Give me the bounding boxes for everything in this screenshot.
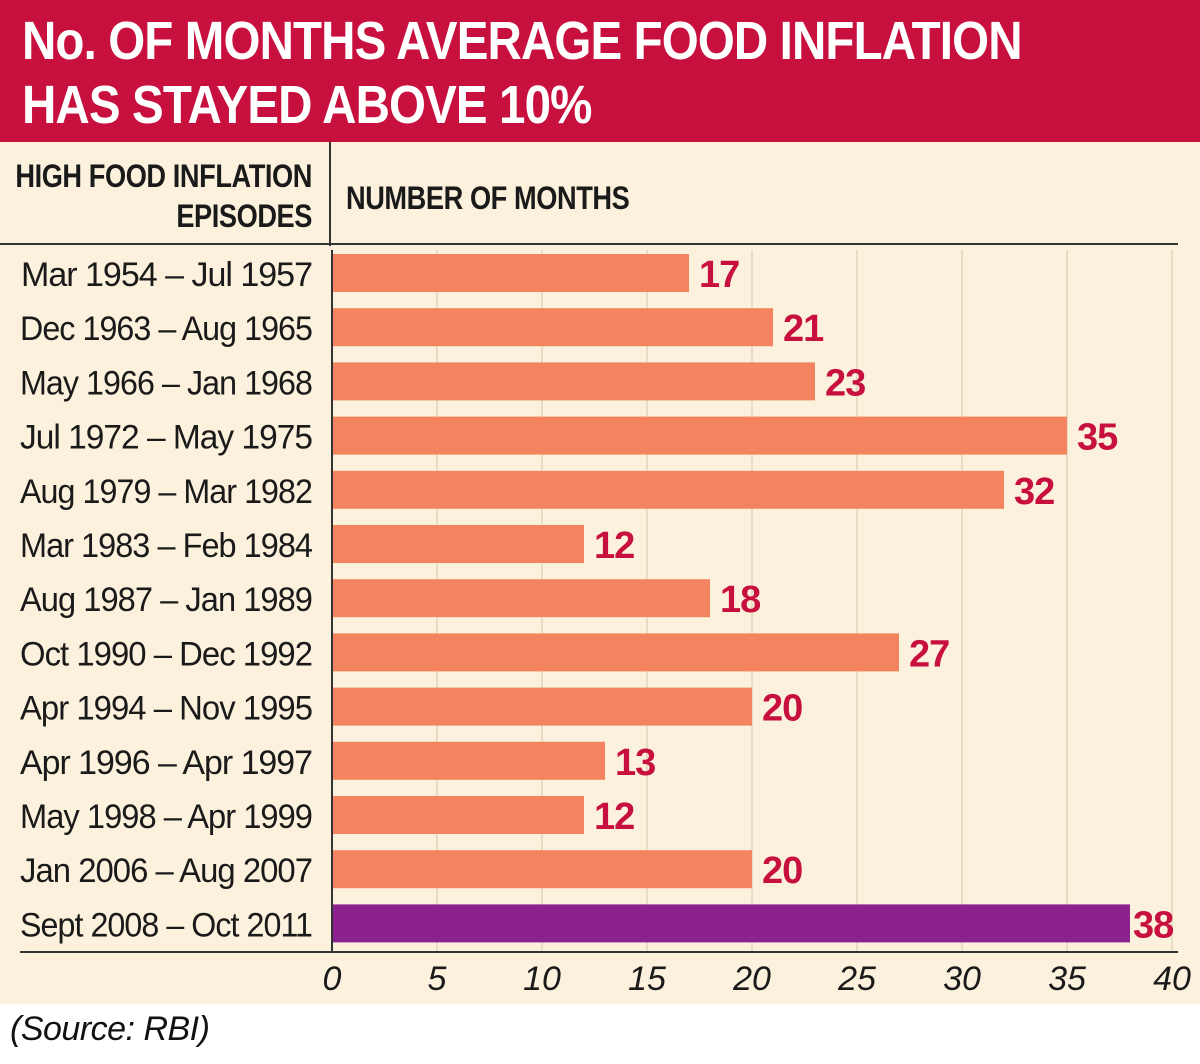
months-column-header: NUMBER OF MONTHS bbox=[346, 180, 630, 216]
category-label: May 1998 – Apr 1999 bbox=[20, 798, 312, 836]
x-tick-label: 30 bbox=[943, 960, 981, 998]
value-label: 38 bbox=[1133, 904, 1173, 946]
bar bbox=[332, 470, 1004, 509]
x-tick-label: 25 bbox=[837, 960, 876, 998]
bar bbox=[332, 796, 584, 834]
value-label: 20 bbox=[762, 688, 802, 730]
category-label: Jul 1972 – May 1975 bbox=[20, 419, 312, 457]
value-label: 23 bbox=[825, 362, 865, 404]
x-tick-label: 15 bbox=[628, 960, 666, 998]
episodes-header-line-1: HIGH FOOD INFLATION bbox=[15, 158, 312, 194]
value-label: 20 bbox=[762, 850, 802, 892]
bar bbox=[332, 254, 689, 292]
category-label: Aug 1979 – Mar 1982 bbox=[20, 473, 312, 511]
category-label: Oct 1990 – Dec 1992 bbox=[20, 635, 312, 673]
bar bbox=[332, 633, 899, 672]
x-tick-label: 0 bbox=[323, 960, 342, 998]
title-banner: No. OF MONTHS AVERAGE FOOD INFLATION HAS… bbox=[0, 0, 1200, 142]
chart-title-line-1: No. OF MONTHS AVERAGE FOOD INFLATION bbox=[22, 11, 1023, 71]
value-label: 12 bbox=[594, 796, 634, 838]
x-tick-label: 35 bbox=[1048, 960, 1086, 998]
value-label: 13 bbox=[615, 742, 655, 784]
value-label: 35 bbox=[1077, 417, 1118, 459]
bar bbox=[332, 904, 1130, 943]
x-tick-label: 40 bbox=[1153, 960, 1191, 998]
category-label: Apr 1996 – Apr 1997 bbox=[20, 744, 312, 782]
value-label: 27 bbox=[909, 633, 949, 675]
bar bbox=[332, 416, 1067, 455]
source-note: (Source: RBI) bbox=[10, 1010, 210, 1048]
episodes-column-header: HIGH FOOD INFLATION EPISODES bbox=[15, 156, 312, 236]
category-label: Apr 1994 – Nov 1995 bbox=[20, 690, 312, 728]
bar bbox=[332, 579, 710, 618]
bar bbox=[332, 525, 584, 563]
category-label: Sept 2008 – Oct 2011 bbox=[20, 906, 312, 944]
bar bbox=[332, 308, 773, 347]
category-label: Mar 1954 – Jul 1957 bbox=[21, 256, 312, 294]
bar bbox=[332, 687, 752, 726]
x-tick-label: 10 bbox=[523, 960, 561, 998]
category-label: Jan 2006 – Aug 2007 bbox=[20, 852, 312, 890]
x-tick-label: 20 bbox=[732, 960, 771, 998]
value-label: 17 bbox=[699, 254, 739, 296]
category-label: Mar 1983 – Feb 1984 bbox=[20, 527, 312, 565]
category-label: Dec 1963 – Aug 1965 bbox=[20, 310, 312, 348]
bar bbox=[332, 741, 605, 780]
chart-title-line-2: HAS STAYED ABOVE 10% bbox=[22, 75, 592, 135]
x-tick-label: 5 bbox=[428, 960, 447, 998]
episodes-header-line-2: EPISODES bbox=[176, 198, 312, 234]
value-label: 21 bbox=[783, 308, 824, 350]
bar bbox=[332, 850, 752, 889]
value-label: 32 bbox=[1014, 471, 1054, 513]
category-label: Aug 1987 – Jan 1989 bbox=[20, 581, 312, 619]
value-label: 18 bbox=[720, 579, 760, 621]
category-label: May 1966 – Jan 1968 bbox=[20, 364, 312, 402]
value-label: 12 bbox=[594, 525, 634, 567]
bar bbox=[332, 362, 815, 401]
